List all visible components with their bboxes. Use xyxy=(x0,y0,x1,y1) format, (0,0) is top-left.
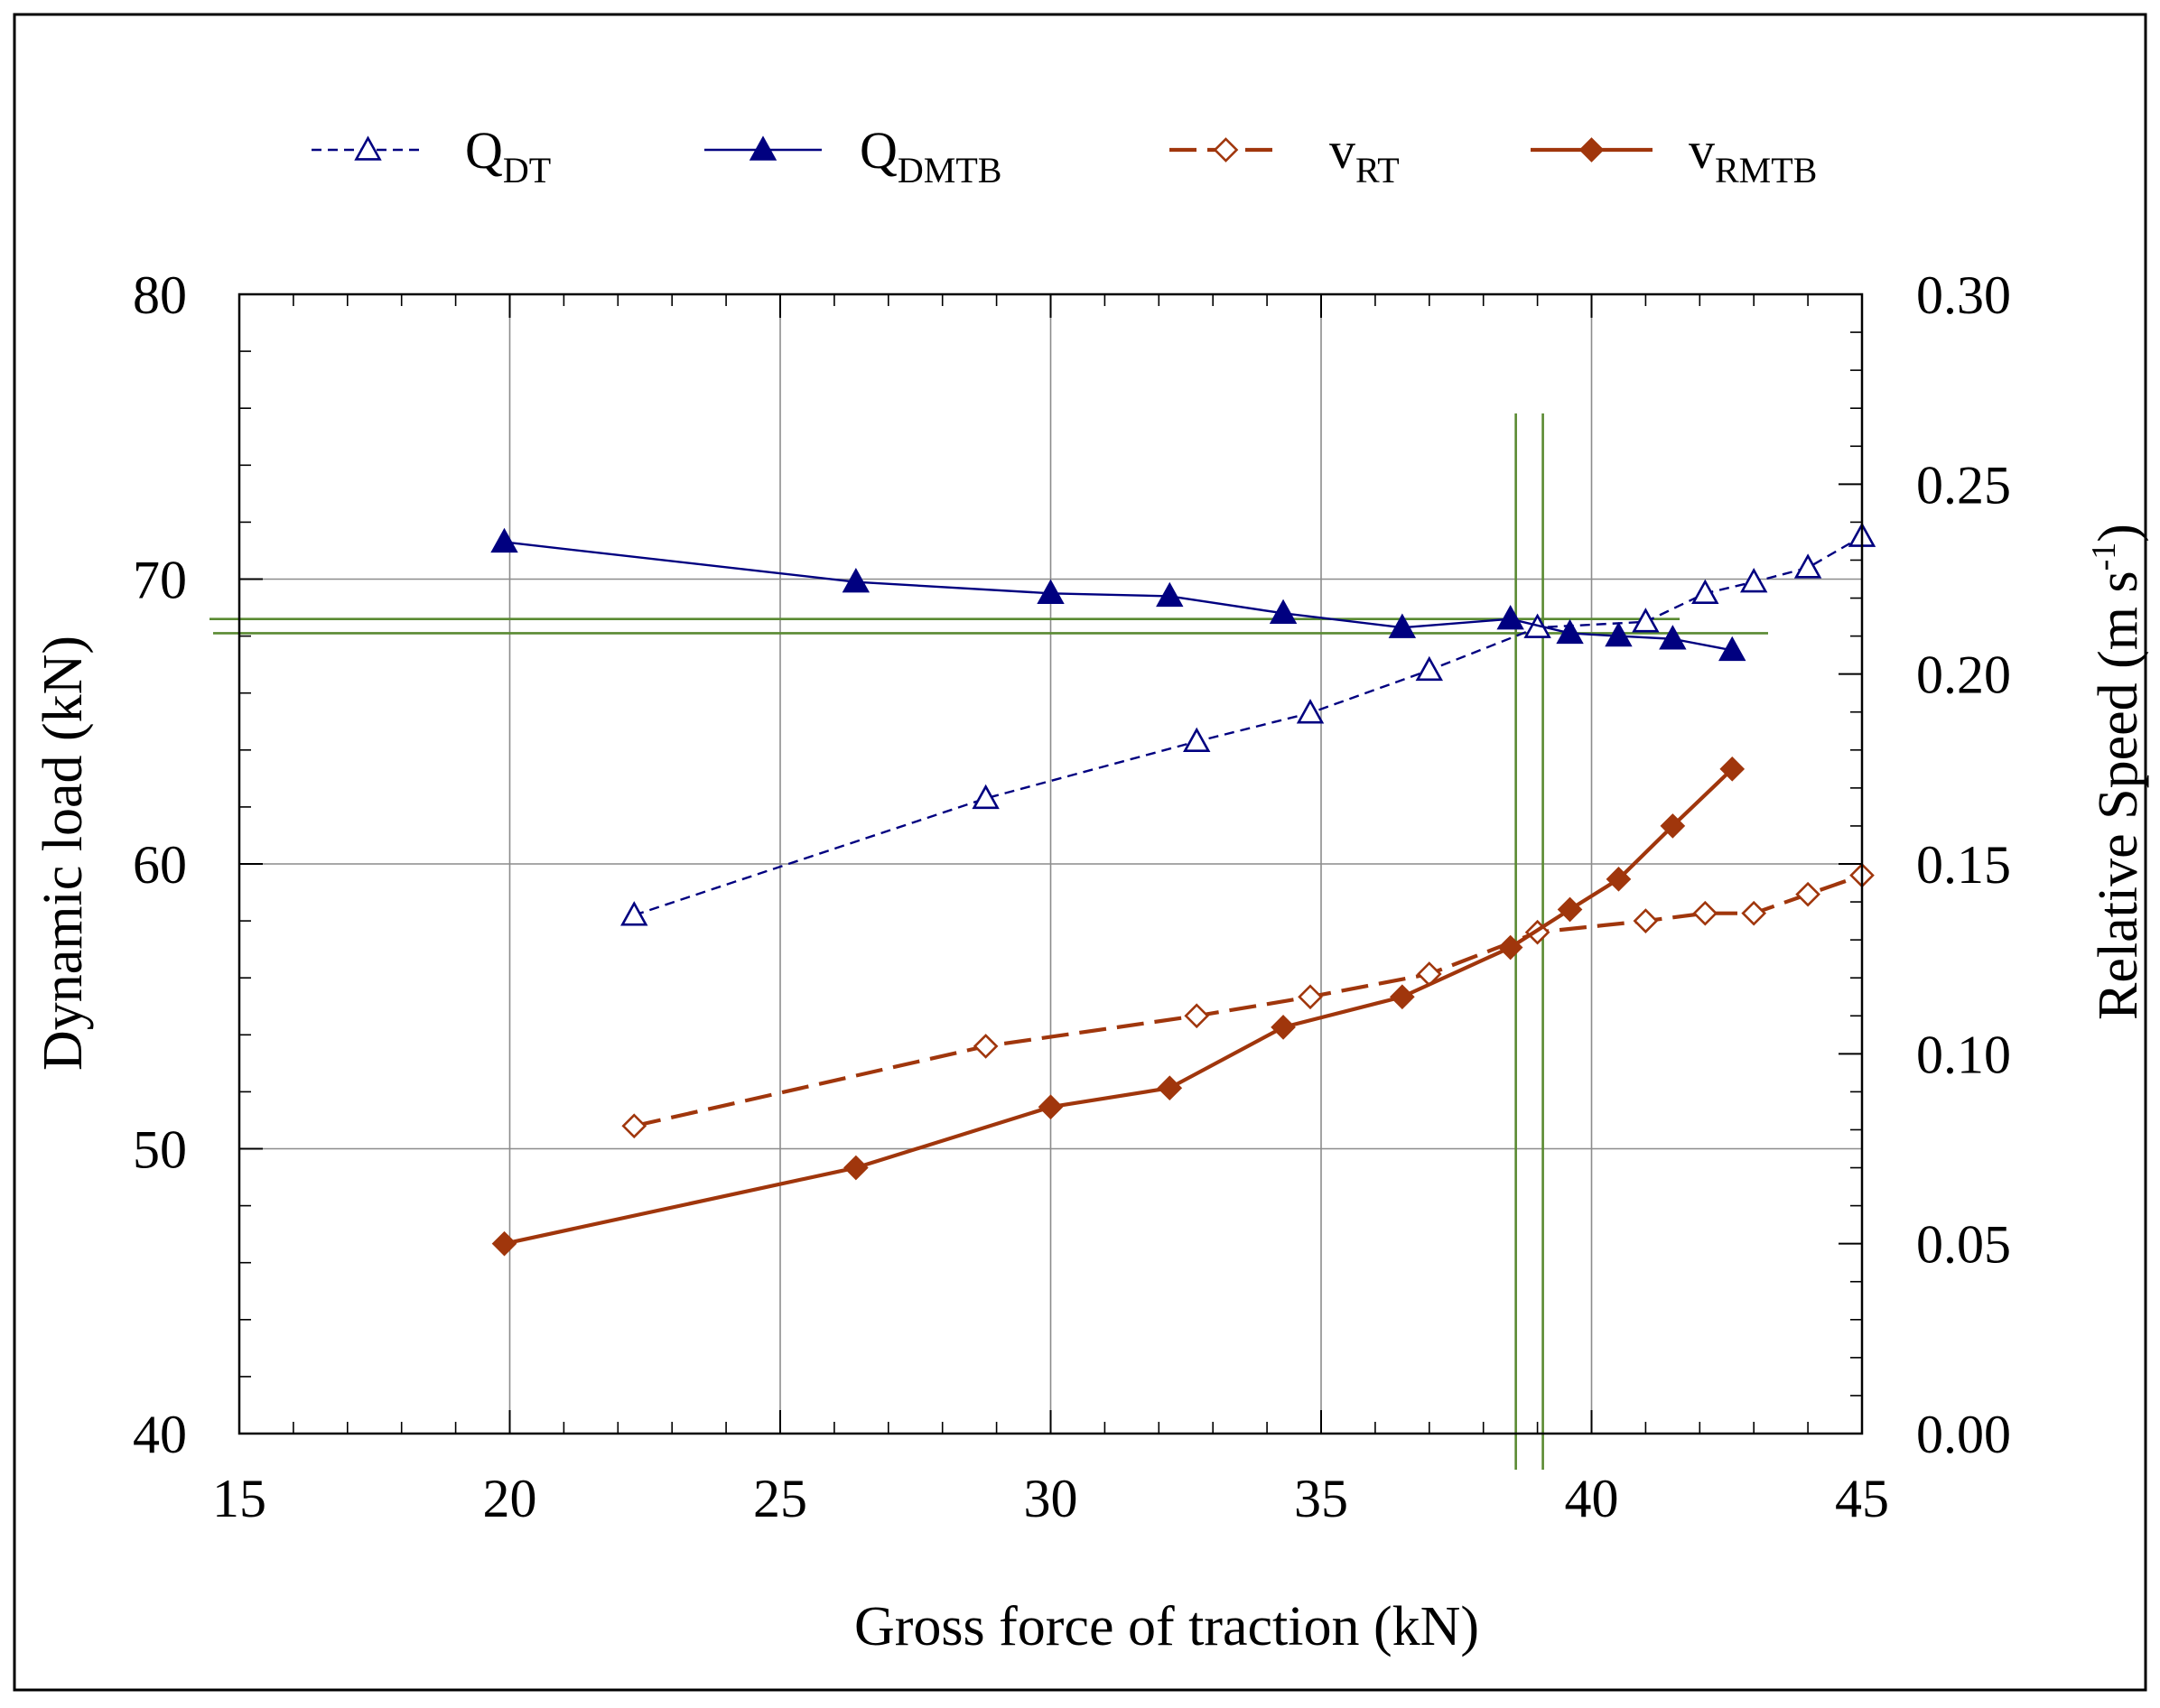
legend-label-sub: DMTB xyxy=(898,150,1002,190)
y-left-tick-label: 40 xyxy=(133,1405,187,1464)
y-right-tick-label: 0.00 xyxy=(1916,1405,2011,1464)
legend-marker xyxy=(354,135,382,161)
data-point-v_RT xyxy=(621,1113,647,1139)
legend-label-main: v xyxy=(1329,121,1355,180)
x-tick-label: 20 xyxy=(483,1469,537,1528)
data-point-v_RT xyxy=(1633,908,1659,933)
legend-entry-Q_DT: QDT xyxy=(312,121,551,190)
data-point-Q_DT xyxy=(972,784,1000,810)
data-point-Q_DT xyxy=(1691,579,1719,604)
y-right-axis-title-tail: ) xyxy=(2088,524,2149,543)
legend-label: vRMTB xyxy=(1689,121,1817,190)
x-tick-label: 35 xyxy=(1294,1469,1348,1528)
legend-marker xyxy=(749,135,777,161)
data-point-Q_DMTB xyxy=(1156,581,1184,608)
x-tick-label: 25 xyxy=(753,1469,807,1528)
y-left-tick-label: 70 xyxy=(133,551,187,610)
data-point-Q_DT xyxy=(1632,608,1660,633)
x-tick-label: 40 xyxy=(1565,1469,1619,1528)
reference-lines xyxy=(209,413,1768,1470)
data-point-Q_DMTB xyxy=(1388,613,1417,638)
y-left-tick-label: 50 xyxy=(133,1120,187,1180)
y-right-tick-label: 0.30 xyxy=(1916,265,2011,325)
data-point-Q_DMTB xyxy=(1718,636,1746,662)
y-left-tick-label: 60 xyxy=(133,835,187,895)
tick-layer: 15 20 25 30 35 40 45 40 50 60 70 80 0.00 0.05 0.10 0.15… xyxy=(133,265,2011,1528)
data-point-v_RMTB xyxy=(491,1230,517,1257)
legend-marker xyxy=(1213,137,1239,162)
data-point-Q_DMTB xyxy=(490,527,518,553)
legend: QDT QDMTB vRT vRMTB xyxy=(312,121,1817,190)
data-point-v_RT xyxy=(1795,881,1820,907)
data-point-Q_DT xyxy=(620,901,648,926)
data-point-v_RT xyxy=(1692,900,1718,926)
legend-label-main: v xyxy=(1689,121,1715,180)
legend-label-sub: RMTB xyxy=(1715,150,1817,190)
series-Q_DMTB xyxy=(490,527,1746,662)
data-point-v_RMTB xyxy=(1038,1094,1064,1120)
legend-entry-v_RT: vRT xyxy=(1169,121,1400,190)
x-axis-title: Gross force of traction (kN) xyxy=(854,1596,1479,1657)
legend-entry-Q_DMTB: QDMTB xyxy=(704,121,1001,190)
data-point-Q_DMTB xyxy=(1269,599,1298,625)
y-right-tick-label: 0.10 xyxy=(1916,1025,2011,1084)
legend-label-sub: RT xyxy=(1355,150,1400,190)
series-layer xyxy=(490,522,1876,1257)
grid-layer xyxy=(239,294,1862,1434)
y-right-tick-label: 0.05 xyxy=(1916,1215,2011,1275)
outer-frame xyxy=(13,13,2147,1692)
data-point-v_RT xyxy=(1184,1003,1210,1029)
y-right-tick-label: 0.20 xyxy=(1916,645,2011,705)
data-point-Q_DT xyxy=(1296,699,1325,724)
data-point-Q_DT xyxy=(1183,727,1211,753)
x-tick-label: 45 xyxy=(1835,1469,1889,1528)
y-right-axis-title-main: Relative Speed (m s xyxy=(2088,571,2149,1020)
data-point-v_RMTB xyxy=(1557,896,1583,923)
data-point-v_RMTB xyxy=(1390,984,1415,1010)
data-point-Q_DMTB xyxy=(1556,618,1584,645)
y-right-tick-label: 0.15 xyxy=(1916,835,2011,895)
data-point-Q_DMTB xyxy=(1605,621,1633,647)
y-left-tick-label: 80 xyxy=(133,265,187,325)
y-right-axis-title-sup: -1 xyxy=(2085,543,2123,571)
data-point-v_RMTB xyxy=(1157,1075,1183,1101)
data-point-Q_DT xyxy=(1415,655,1444,682)
data-point-Q_DMTB xyxy=(1659,625,1687,650)
legend-label-main: Q xyxy=(860,121,898,180)
data-point-v_RMTB xyxy=(1660,813,1686,839)
data-point-v_RMTB xyxy=(1497,934,1523,961)
data-point-v_RT xyxy=(973,1034,999,1059)
data-point-Q_DMTB xyxy=(1496,604,1524,630)
series-v_RMTB xyxy=(491,756,1746,1257)
y-left-axis-title: Dynamic load (kN) xyxy=(33,636,94,1071)
legend-label: QDT xyxy=(465,121,551,190)
legend-marker xyxy=(1578,137,1605,162)
data-point-v_RT xyxy=(1298,984,1323,1010)
data-point-v_RMTB xyxy=(1606,866,1632,892)
data-point-v_RMTB xyxy=(843,1155,869,1181)
x-tick-label: 30 xyxy=(1024,1469,1078,1528)
legend-label-sub: DT xyxy=(503,150,551,190)
x-tick-label: 15 xyxy=(212,1469,266,1528)
legend-label: vRT xyxy=(1329,121,1400,190)
data-point-Q_DMTB xyxy=(1037,579,1065,604)
data-point-Q_DT xyxy=(1793,553,1822,579)
data-point-Q_DMTB xyxy=(842,567,871,593)
data-point-Q_DT xyxy=(1739,567,1768,593)
y-right-tick-label: 0.25 xyxy=(1916,455,2011,515)
legend-label: QDMTB xyxy=(860,121,1001,190)
legend-entry-v_RMTB: vRMTB xyxy=(1531,121,1817,190)
data-point-v_RMTB xyxy=(1719,756,1746,782)
data-point-v_RT xyxy=(1741,900,1767,926)
legend-label-main: Q xyxy=(465,121,503,180)
y-right-axis-title: Relative Speed (m s-1) xyxy=(2085,524,2149,1020)
data-point-v_RMTB xyxy=(1271,1015,1296,1040)
